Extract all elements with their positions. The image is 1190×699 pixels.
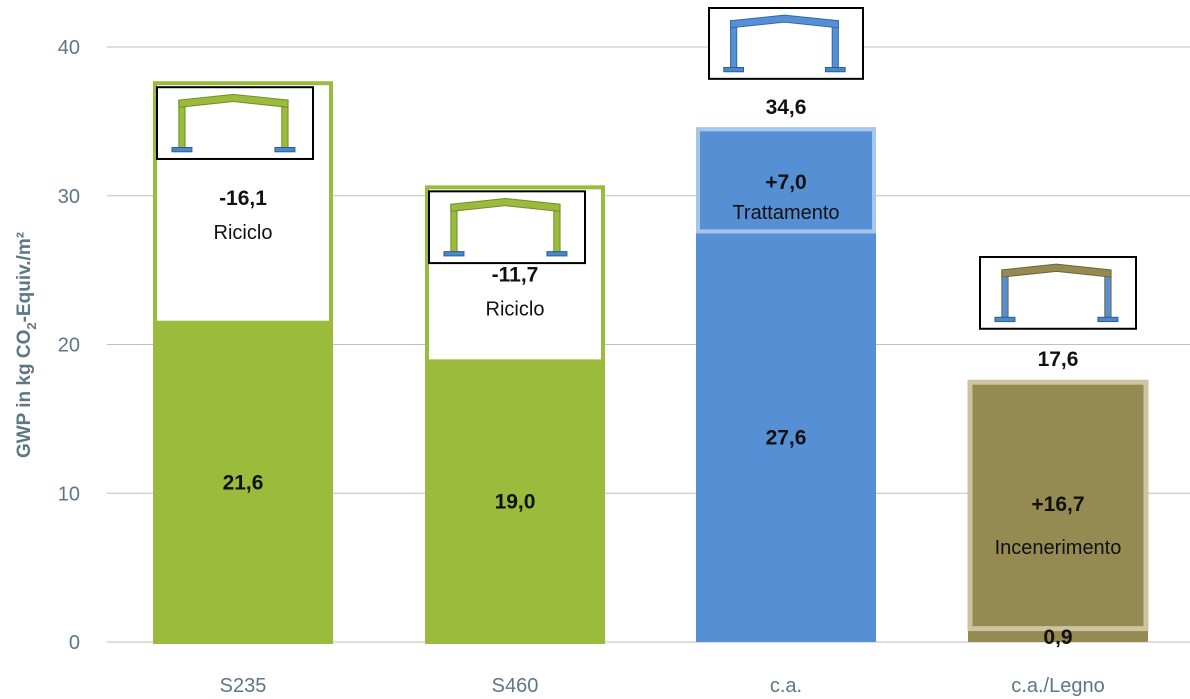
bar-incineration-segment	[967, 379, 1149, 632]
bar-eol-value-label: +7,0	[765, 171, 806, 194]
bar-base-value-label: 21,6	[223, 471, 264, 494]
frame-roof-beam	[1001, 263, 1112, 278]
bar-eol-note: Riciclo	[214, 222, 273, 244]
bar-wood-total	[968, 380, 1148, 642]
bar-base-value-label: 19,0	[495, 491, 536, 514]
y-axis-label-subscript: 2	[24, 322, 39, 329]
y-axis-label: GWP in kg CO2-Equiv./m²	[14, 232, 39, 458]
bar-labels: 21,6 -16,1 Riciclo 19,0 -11,7 Riciclo 27,6 +7,0…	[214, 96, 1122, 649]
frame-left-footing	[171, 146, 193, 153]
frame-left-footing	[994, 316, 1016, 323]
bar-production	[153, 320, 333, 642]
frame-roof-beam	[730, 14, 839, 29]
x-category-label: S235	[220, 675, 267, 697]
steel-frame-icon	[156, 86, 314, 160]
frame-roof-beam	[178, 93, 289, 108]
bar-total-label: 17,6	[1038, 348, 1079, 371]
bar-concrete-total	[696, 127, 876, 642]
y-tick-label: 10	[58, 483, 80, 505]
bar-total-label: 34,6	[766, 96, 807, 119]
frame-right-footing	[546, 251, 568, 257]
bar-base-value-label: 0,9	[1043, 626, 1072, 649]
bar-eol-note: Riciclo	[486, 298, 545, 320]
concrete-frame-icon	[708, 7, 864, 80]
frame-left-footing	[443, 251, 465, 257]
frame-right-footing	[1097, 316, 1119, 323]
bar-eol-note: Incenerimento	[995, 537, 1122, 559]
frame-left-footing	[723, 67, 744, 73]
y-tick-label: 40	[58, 37, 80, 59]
x-category-label: c.a./Legno	[1011, 675, 1104, 697]
bar-eol-value-label: -16,1	[219, 187, 267, 210]
y-tick-label: 30	[58, 186, 80, 208]
y-tick-label: 0	[69, 632, 80, 654]
y-axis-label-main: GWP in kg CO	[14, 330, 35, 458]
y-tick-label: 20	[58, 335, 80, 357]
wood-concrete-frame-icon	[979, 256, 1137, 330]
frame-right-footing	[274, 146, 296, 153]
x-axis-categories: S235 S460 c.a. c.a./Legno	[220, 675, 1105, 697]
frame-right-footing	[824, 67, 846, 73]
bar-base-value-label: 27,6	[766, 427, 807, 450]
bar-production	[425, 359, 605, 642]
steel-frame-icon	[428, 190, 586, 265]
frame-icons	[156, 7, 1137, 330]
x-category-label: S460	[492, 675, 539, 697]
x-category-label: c.a.	[770, 675, 802, 697]
bar-eol-value-label: +16,7	[1031, 493, 1084, 516]
y-axis-ticks: 0 10 20 30 40	[58, 37, 80, 654]
frame-roof-beam	[450, 198, 561, 212]
bar-eol-value-label: -11,7	[492, 263, 539, 286]
bar-eol-note: Trattamento	[732, 202, 839, 224]
y-axis-label-unit: -Equiv./m²	[14, 232, 35, 322]
